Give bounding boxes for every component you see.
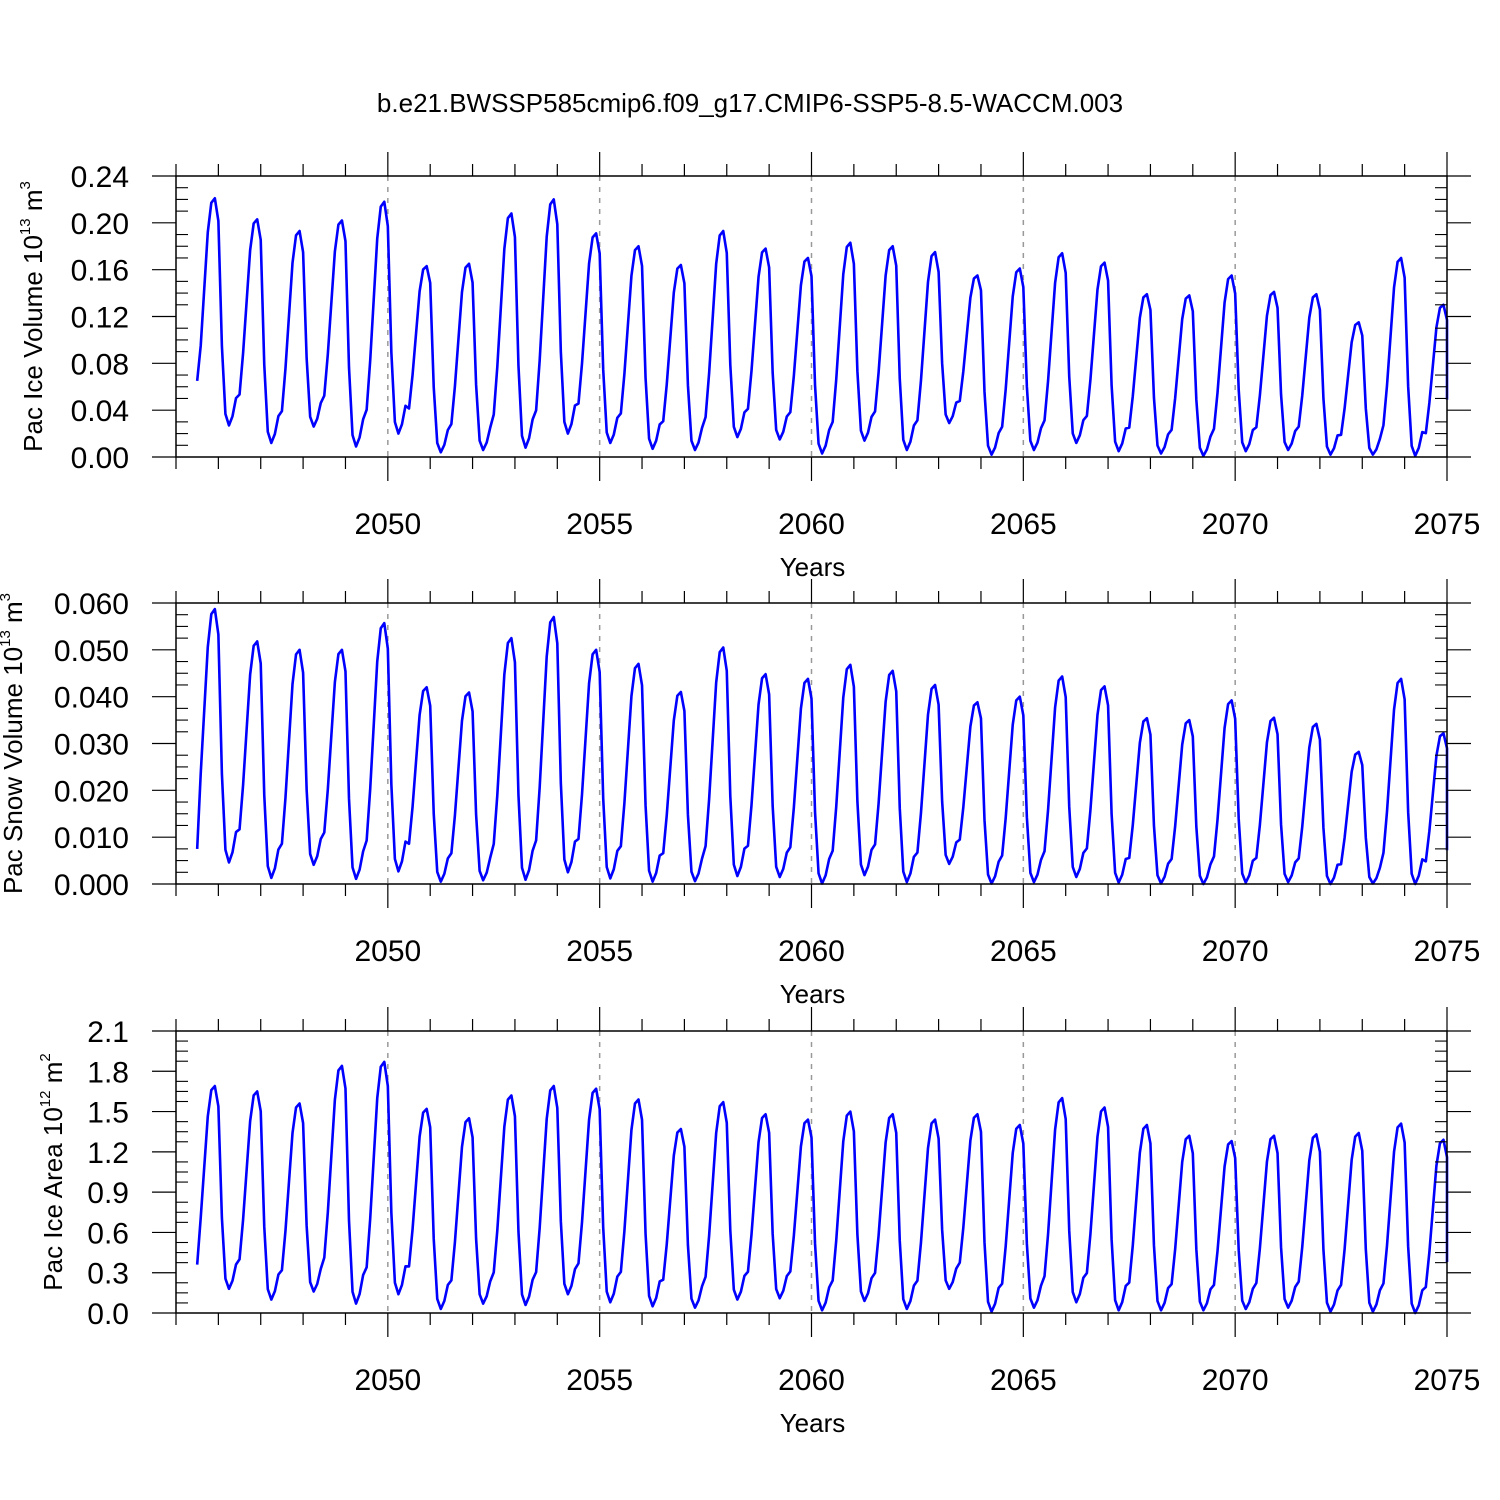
x-tick-label: 2075 [1414,935,1481,968]
y-tick-label: 0.6 [87,1217,129,1250]
y-axis-label-exponent: 13 [17,218,34,235]
y-tick-label: 0.9 [87,1177,129,1210]
y-axis-label: Pac Ice Area 1012 m2 [37,1053,68,1290]
y-axis-label-text: m [0,601,28,630]
panel-ice-volume: 2050 2055 2060 2065 2070 2075 Years 0.00 0.04 0.0… [17,152,1480,582]
x-axis-label: Years [780,979,846,1009]
y-tick-label: 0.040 [54,682,129,715]
x-tick-label: 2055 [566,935,633,968]
y-axis-label-exponent: 3 [17,181,34,189]
panels: 2050 2055 2060 2065 2070 2075 Years 0.00 0.04 0.0… [0,152,1480,1438]
y-tick-label: 2.1 [87,1016,129,1049]
x-tick-label: 2060 [778,1364,845,1397]
y-tick-label: 0.04 [71,395,129,428]
y-axis-label: Pac Snow Volume 1013 m3 [0,593,28,894]
x-tick-label: 2065 [990,1364,1057,1397]
y-axis-label-exponent: 3 [0,593,14,601]
y-tick-label: 0.010 [54,822,129,855]
series-line [195,196,1449,458]
x-tick-label: 2070 [1202,935,1269,968]
series-line [195,607,1449,886]
panel-snow-volume: 2050 2055 2060 2065 2070 2075 Years 0.000 0.010 0… [0,579,1480,1009]
x-tick-label: 2075 [1414,508,1481,541]
series-line [195,1060,1449,1315]
y-axis-label-exponent: 12 [37,1090,54,1107]
y-axis-label-text: Pac Ice Volume 10 [18,235,48,452]
y-axis-label-text: m [18,189,48,218]
plot-frame [175,175,1448,458]
x-tick-label: 2065 [990,508,1057,541]
x-tick-label: 2050 [354,508,421,541]
y-tick-label: 0.050 [54,635,129,668]
y-tick-label: 0.0 [87,1298,129,1331]
x-axis-label: Years [780,552,846,582]
x-tick-label: 2070 [1202,508,1269,541]
y-tick-label: 0.16 [71,255,129,288]
x-tick-label: 2050 [354,1364,421,1397]
y-tick-label: 1.8 [87,1056,129,1089]
y-tick-label: 0.3 [87,1258,129,1291]
y-axis-label-text: Pac Ice Area 10 [38,1107,68,1291]
y-axis-label-text: m [38,1062,68,1091]
x-tick-label: 2060 [778,508,845,541]
panel-ice-area: 2050 2055 2060 2065 2070 2075 Years 0.0 0.3 0.6 0.… [37,1007,1480,1438]
x-tick-label: 2050 [354,935,421,968]
y-tick-label: 0.060 [54,588,129,621]
x-tick-label: 2065 [990,935,1057,968]
y-tick-label: 0.12 [71,302,129,335]
figure-title: b.e21.BWSSP585cmip6.f09_g17.CMIP6-SSP5-8… [377,88,1123,118]
y-tick-label: 1.2 [87,1137,129,1170]
y-axis-label: Pac Ice Volume 1013 m3 [17,181,48,452]
y-tick-label: 0.030 [54,729,129,762]
x-tick-label: 2075 [1414,1364,1481,1397]
x-tick-label: 2055 [566,1364,633,1397]
y-tick-label: 0.08 [71,348,129,381]
x-tick-label: 2070 [1202,1364,1269,1397]
y-tick-label: 1.5 [87,1097,129,1130]
y-axis-label-exponent: 2 [37,1053,54,1061]
y-axis-label-exponent: 13 [0,630,14,647]
x-tick-label: 2060 [778,935,845,968]
x-tick-label: 2055 [566,508,633,541]
y-tick-label: 0.020 [54,775,129,808]
y-tick-label: 0.24 [71,161,129,194]
y-axis-label-text: Pac Snow Volume 10 [0,647,28,894]
y-tick-label: 0.20 [71,208,129,241]
x-axis-label: Years [780,1408,846,1438]
y-tick-label: 0.00 [71,442,129,475]
y-tick-label: 0.000 [54,869,129,902]
